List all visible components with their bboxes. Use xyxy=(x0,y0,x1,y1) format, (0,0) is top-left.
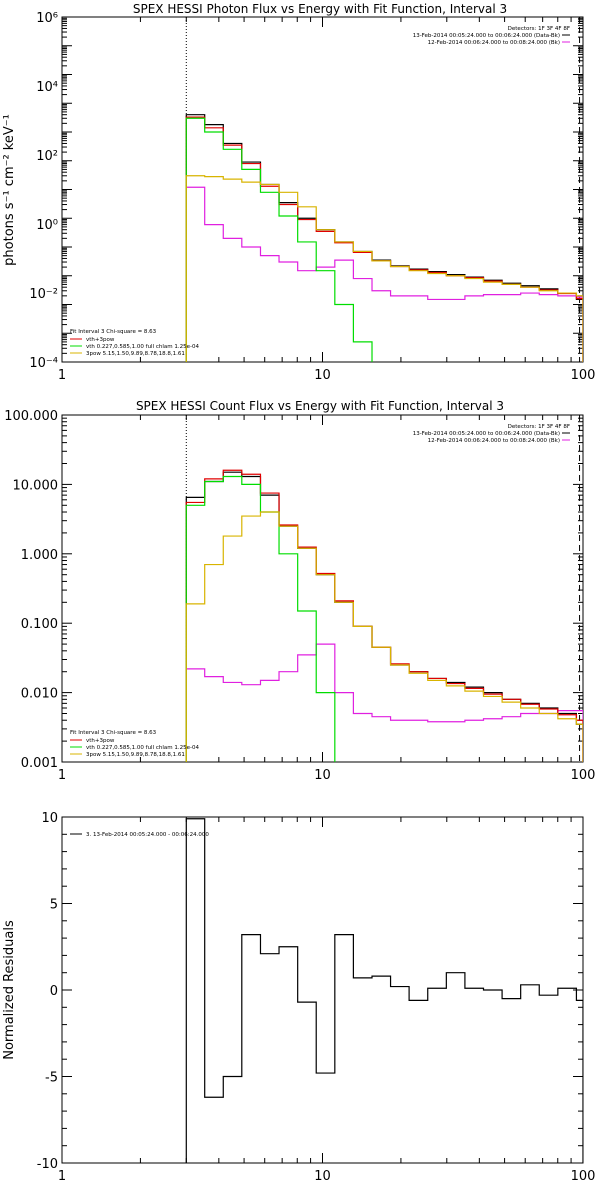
y-tick-label: 0.100 xyxy=(21,617,58,632)
x-tick-label: 100 xyxy=(571,368,596,383)
photon-flux-series-clip xyxy=(185,114,583,362)
legend-thermal: vth 0.227,0.585,1.00 full chlam 1.25e-04 xyxy=(86,745,199,751)
photon-flux-ylabel: photons s⁻¹ cm⁻² keV⁻¹ xyxy=(2,114,17,266)
x-tick-label: 10 xyxy=(314,768,331,783)
y-tick-label: 5 xyxy=(50,898,58,913)
legend-total: vth+3pow xyxy=(86,337,115,343)
y-tick-label: 0.001 xyxy=(21,756,58,771)
series-residuals xyxy=(185,818,583,1163)
legend-detectors: Detectors: 1F 3F 4F 8F xyxy=(508,26,570,32)
y-tick-label: 10⁰ xyxy=(36,218,58,233)
legend-bk: 12-Feb-2014 00:06:24.000 to 00:08:24.000… xyxy=(428,40,560,46)
series-3pow xyxy=(185,511,583,762)
legend-bk: 12-Feb-2014 00:06:24.000 to 00:08:24.000… xyxy=(428,438,560,444)
photon-flux-legend-bottom: Fit Interval 3 Chi-square = 8.63 vth+3po… xyxy=(70,329,199,357)
series-vth-3pow xyxy=(185,116,583,362)
count-flux-series xyxy=(185,469,583,762)
count-flux-ticks: 1 10 100 0.001 0.010 0.100 1.000 10.000 100.000 xyxy=(4,409,595,783)
y-tick-label: -10 xyxy=(37,1157,58,1172)
y-tick-label: 100.000 xyxy=(4,409,58,424)
y-tick-label: 10⁻⁴ xyxy=(29,356,58,371)
x-tick-label: 10 xyxy=(314,368,331,383)
residuals-plot-frame xyxy=(61,816,584,1164)
photon-flux-legend-top: Detectors: 1F 3F 4F 8F 13-Feb-2014 00:05… xyxy=(413,26,570,46)
series-bk xyxy=(185,186,583,362)
series-vth xyxy=(185,117,373,362)
residuals-series-clip xyxy=(185,818,583,1163)
series-bk xyxy=(185,643,583,762)
x-tick-label: 1 xyxy=(58,368,66,383)
residuals-panel: Normalized Residuals 1 10 100 -10 -5 0 5 10 3. … xyxy=(2,811,595,1184)
legend-fit-interval: Fit Interval 3 Chi-square = 8.63 xyxy=(70,730,157,736)
photon-flux-ticks: 1 10 100 10⁻⁴ 10⁻² 10⁰ 10² 10⁴ 10⁶ xyxy=(29,11,595,383)
residuals-ticks: 1 10 100 -10 -5 0 5 10 xyxy=(37,811,596,1184)
y-tick-label: 10⁻² xyxy=(29,287,58,302)
legend-data-bk: 13-Feb-2014 00:05:24.000 to 00:06:24.000… xyxy=(413,33,560,39)
photon-flux-series xyxy=(185,114,583,362)
y-tick-label: 10 xyxy=(41,811,58,826)
x-tick-label: 100 xyxy=(571,1169,596,1184)
legend-residuals: 3. 13-Feb-2014 00:05:24.000 - 00:06:24.0… xyxy=(86,832,209,838)
x-tick-label: 10 xyxy=(314,1169,331,1184)
y-tick-label: -5 xyxy=(45,1071,58,1086)
photon-flux-panel: SPEX HESSI Photon Flux vs Energy with Fi… xyxy=(2,2,595,383)
series-vth-3pow xyxy=(185,469,583,762)
x-tick-label: 1 xyxy=(58,768,66,783)
legend-powerlaw: 3pow 5.15,1.50,9.89,8.78,18.8,1.61 xyxy=(86,351,185,357)
legend-powerlaw: 3pow 5.15,1.50,9.89,8.78,18.8,1.61 xyxy=(86,752,185,758)
x-tick-label: 100 xyxy=(571,768,596,783)
y-tick-label: 10² xyxy=(36,149,58,164)
count-flux-legend-bottom: Fit Interval 3 Chi-square = 8.63 vth+3po… xyxy=(70,730,199,758)
legend-data-bk: 13-Feb-2014 00:05:24.000 to 00:06:24.000… xyxy=(413,431,560,437)
legend-total: vth+3pow xyxy=(86,738,115,744)
y-tick-label: 0 xyxy=(50,984,58,999)
y-tick-label: 10.000 xyxy=(13,478,59,493)
legend-fit-interval: Fit Interval 3 Chi-square = 8.63 xyxy=(70,329,157,335)
series-3pow xyxy=(185,175,583,362)
legend-thermal: vth 0.227,0.585,1.00 full chlam 1.25e-04 xyxy=(86,344,199,350)
y-tick-label: 10⁶ xyxy=(36,11,58,26)
legend-detectors: Detectors: 1F 3F 4F 8F xyxy=(508,424,570,430)
y-tick-label: 0.010 xyxy=(21,687,58,702)
y-tick-label: 10⁴ xyxy=(36,80,58,95)
residuals-series xyxy=(185,818,583,1163)
y-tick-label: 1.000 xyxy=(21,548,58,563)
count-flux-legend-top: Detectors: 1F 3F 4F 8F 13-Feb-2014 00:05… xyxy=(413,424,570,444)
count-flux-panel: SPEX HESSI Count Flux vs Energy with Fit… xyxy=(4,399,595,783)
photon-flux-title: SPEX HESSI Photon Flux vs Energy with Fi… xyxy=(133,2,507,16)
x-tick-label: 1 xyxy=(58,1169,66,1184)
count-flux-series-clip xyxy=(185,469,583,762)
count-flux-title: SPEX HESSI Count Flux vs Energy with Fit… xyxy=(136,399,504,413)
series-vth xyxy=(185,475,336,762)
series-data-bk xyxy=(185,114,583,362)
series-data-bk xyxy=(185,471,583,762)
photon-flux-plot-frame xyxy=(61,16,584,363)
count-flux-plot-frame xyxy=(61,414,584,763)
residuals-ylabel: Normalized Residuals xyxy=(2,920,17,1060)
